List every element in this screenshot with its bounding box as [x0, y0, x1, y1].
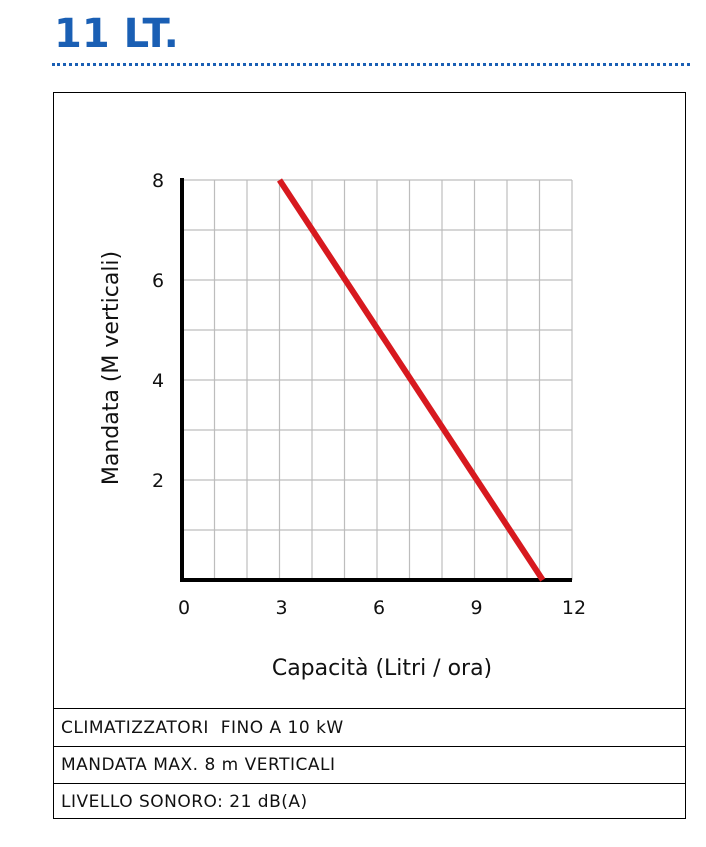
chart-axes: [180, 178, 572, 582]
y-tick-label: 8: [152, 170, 164, 192]
spec-row-head: MANDATA MAX. 8 m VERTICALI: [53, 746, 686, 783]
x-axis-label: Capacità (Litri / ora): [272, 656, 492, 681]
series-line: [276, 178, 546, 582]
x-tick-label: 6: [373, 597, 385, 619]
x-tick-label: 12: [562, 597, 586, 619]
spec-row-noise: LIVELLO SONORO: 21 dB(A): [53, 783, 686, 819]
x-tick-labels: 0 3 6 9 12: [178, 597, 586, 619]
chart-grid: [182, 179, 573, 580]
chart-frame: [53, 92, 686, 819]
spec-text: MANDATA MAX. 8 m VERTICALI: [61, 755, 336, 775]
spec-row-power: CLIMATIZZATORI FINO A 10 kW: [53, 708, 686, 746]
y-tick-label: 2: [152, 470, 164, 492]
page-title: 11 LT.: [54, 11, 179, 57]
x-tick-label: 9: [470, 597, 482, 619]
x-tick-label: 3: [275, 597, 287, 619]
spec-text: CLIMATIZZATORI FINO A 10 kW: [61, 717, 344, 738]
y-tick-label: 6: [152, 270, 164, 292]
y-tick-labels: 8 6 4 2: [152, 170, 164, 492]
y-tick-label: 4: [152, 370, 164, 392]
spec-text: LIVELLO SONORO: 21 dB(A): [61, 791, 308, 812]
x-tick-label: 0: [178, 597, 190, 619]
y-axis-label: Mandata (M verticali): [99, 251, 124, 485]
chart-series: [276, 178, 546, 582]
title-divider: [52, 63, 690, 66]
